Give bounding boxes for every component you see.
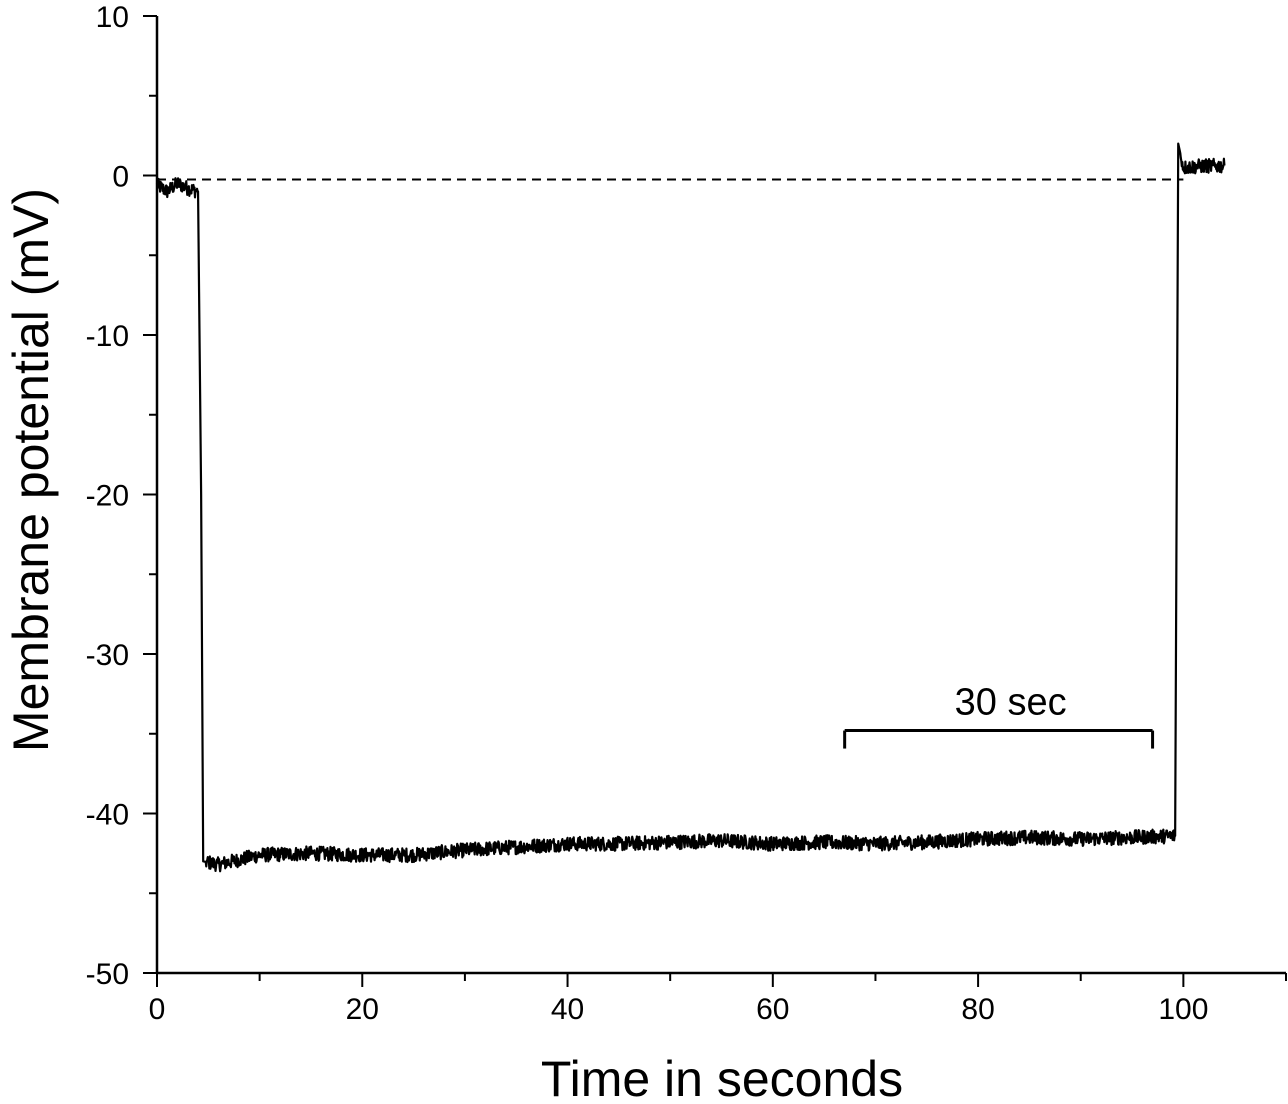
trace-group	[155, 142, 1226, 873]
y-ticks-group: 10 0 -10 -20 -30 -40 -50	[86, 1, 157, 991]
x-tick-label: 0	[149, 993, 166, 1026]
x-tick-label: 100	[1158, 993, 1208, 1026]
y-tick-label: 10	[96, 1, 129, 34]
membrane-potential-trace	[155, 142, 1226, 873]
y-tick-label: -30	[86, 639, 129, 672]
x-tick-label: 80	[961, 993, 994, 1026]
y-axis-title: Membrane potential (mV)	[3, 188, 59, 752]
x-axis-title: Time in seconds	[541, 1051, 903, 1104]
x-tick-label: 20	[346, 993, 379, 1026]
y-tick-label: -40	[86, 799, 129, 832]
scale-bar-group: 30 sec	[843, 682, 1155, 749]
x-tick-label: 60	[756, 993, 789, 1026]
x-tick-label: 40	[551, 993, 584, 1026]
y-tick-label: -10	[86, 320, 129, 353]
scale-bar-label: 30 sec	[955, 682, 1067, 724]
x-ticks-group: 0 20 40 60 80 100	[149, 973, 1287, 1026]
axes-group	[155, 16, 1286, 975]
y-tick-label: -50	[86, 958, 129, 991]
y-tick-label: 0	[112, 161, 129, 194]
y-tick-label: -20	[86, 480, 129, 513]
